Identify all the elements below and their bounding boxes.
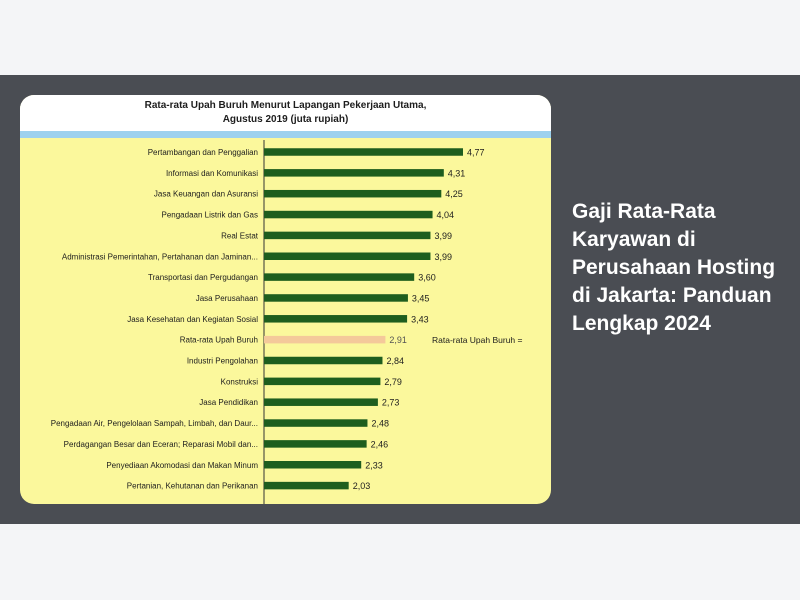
value-label: 4,25 [445,189,463,199]
bar [264,481,349,490]
category-label: Real Estat [221,231,259,240]
bar-chart: Pertambangan dan Penggalian 4,77 Informasi… [51,140,523,504]
category-label: Transportasi dan Pergudangan [148,273,258,282]
value-label: 2,48 [371,419,389,429]
bar [264,356,383,365]
category-label: Informasi dan Komunikasi [166,169,258,178]
bar [264,315,408,323]
value-label: 2,33 [365,460,383,470]
bar [264,189,442,198]
category-label: Perdagangan Besar dan Eceran; Reparasi M… [64,440,258,449]
chart-card: Rata-rata Upah Buruh Menurut Lapangan Pe… [20,95,551,504]
category-label: Pengadaan Air, Pengelolaan Sampah, Limba… [51,419,258,428]
value-label: 4,31 [448,168,466,178]
category-label: Jasa Keuangan dan Asuransi [154,190,258,199]
bar [264,440,367,448]
chart-title-line2: Agustus 2019 (juta rupiah) [222,114,349,125]
category-label: Industri Pengolahan [187,357,258,366]
category-label: Jasa Pendidikan [199,398,258,407]
value-label: 2,79 [384,377,402,387]
bar [264,294,408,302]
value-label: 4,77 [467,148,485,158]
value-label: 3,99 [434,252,452,262]
bar [264,231,431,240]
bar [264,461,362,469]
value-label: 2,84 [386,356,404,366]
bar [264,252,431,260]
bar [264,377,381,386]
category-label: Jasa Kesehatan dan Kegiatan Sosial [127,315,258,324]
category-label: Jasa Perusahaan [196,294,258,303]
value-label: 2,91 [389,335,407,345]
average-bar [264,335,386,344]
bar [264,148,463,156]
bar [264,419,368,427]
average-annotation: Rata-rata Upah Buruh = [432,335,523,345]
title-divider-strip [20,131,551,138]
category-label: Rata-rata Upah Buruh [180,336,258,345]
category-label: Pertambangan dan Penggalian [148,148,258,157]
category-label: Administrasi Pemerintahan, Pertahanan da… [62,252,258,261]
bar [264,210,433,219]
category-label: Pertanian, Kehutanan dan Perikanan [127,482,258,491]
category-label: Konstruksi [221,377,259,386]
chart-title-line1: Rata-rata Upah Buruh Menurut Lapangan Pe… [144,100,427,111]
value-label: 3,43 [411,314,429,324]
bar [264,169,444,177]
value-label: 3,99 [434,231,452,241]
value-label: 4,04 [437,210,455,220]
article-headline: Gaji Rata-Rata Karyawan di Perusahaan Ho… [572,200,776,335]
value-label: 2,03 [353,481,371,491]
category-label: Penyediaan Akomodasi dan Makan Minum [106,461,258,470]
value-label: 2,46 [371,439,389,449]
bar [264,398,378,406]
bar [264,273,415,281]
value-label: 2,73 [382,398,400,408]
category-label: Pengadaan Listrik dan Gas [161,211,258,220]
chart-title: Rata-rata Upah Buruh Menurut Lapangan Pe… [20,95,551,131]
value-label: 3,45 [412,293,430,303]
value-label: 3,60 [418,273,436,283]
